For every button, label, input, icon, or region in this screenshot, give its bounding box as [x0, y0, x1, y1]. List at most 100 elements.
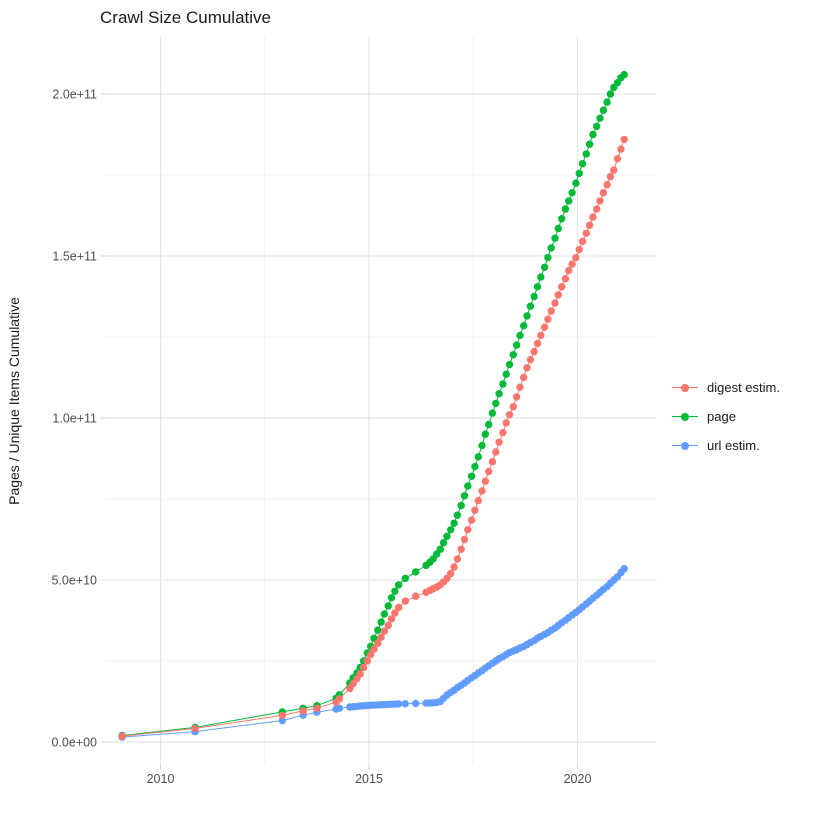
data-point-digest-estim [474, 496, 482, 505]
data-point-page [447, 526, 455, 534]
data-point-url-estim [278, 716, 286, 725]
data-point-page [478, 441, 486, 450]
data-point-page [585, 140, 594, 148]
data-point-digest-estim [523, 364, 531, 372]
legend-key-page-dot-icon [672, 412, 698, 422]
data-point-page [578, 160, 587, 168]
data-point-page [460, 492, 469, 500]
data-point-digest-estim [554, 291, 562, 299]
series-points-page [118, 70, 628, 740]
data-point-page [530, 292, 538, 301]
data-point-page [391, 587, 399, 595]
data-point-page [380, 610, 389, 618]
data-point-digest-estim [495, 438, 503, 446]
data-point-page [599, 106, 608, 114]
data-point-digest-estim [599, 189, 608, 197]
data-point-digest-estim [610, 166, 618, 174]
data-point-page [512, 341, 521, 349]
data-point-page [443, 532, 451, 540]
data-point-digest-estim [313, 704, 321, 712]
data-point-digest-estim [526, 356, 535, 364]
data-point-digest-estim [617, 145, 625, 153]
data-point-page [575, 169, 583, 178]
legend-item-page: page [672, 409, 780, 424]
data-point-digest-estim [370, 645, 378, 653]
data-point-digest-estim [335, 695, 344, 703]
chart-title: Crawl Size Cumulative [100, 8, 271, 27]
data-point-page [603, 98, 611, 106]
data-point-digest-estim [603, 181, 611, 189]
data-point-digest-estim [384, 621, 392, 630]
data-point-digest-estim [118, 732, 126, 740]
data-point-digest-estim [593, 205, 601, 213]
data-point-page [537, 273, 545, 281]
data-point-url-estim [412, 699, 420, 708]
data-point-digest-estim [582, 229, 590, 237]
data-point-digest-estim [585, 221, 594, 229]
data-point-digest-estim [499, 428, 507, 437]
data-point-page [471, 462, 479, 471]
data-point-digest-estim [401, 597, 409, 605]
data-point-page [505, 360, 514, 369]
data-point-digest-estim [565, 266, 573, 275]
data-point-digest-estim [516, 383, 524, 391]
data-point-page [526, 302, 535, 310]
data-point-digest-estim [464, 526, 472, 534]
data-point-page [401, 574, 409, 583]
data-point-digest-estim [509, 403, 517, 411]
data-point-digest-estim [492, 448, 500, 456]
data-point-page [502, 370, 510, 378]
legend: digest estim. page url estim. [672, 380, 780, 453]
data-point-digest-estim [391, 609, 399, 617]
series-line-page [122, 74, 625, 736]
data-point-page [606, 90, 615, 98]
data-point-digest-estim [547, 307, 555, 315]
data-point-digest-estim [374, 639, 382, 647]
data-point-digest-estim [453, 555, 462, 563]
data-point-digest-estim [460, 535, 469, 544]
data-point-page [474, 453, 482, 461]
data-point-page [495, 390, 503, 398]
data-point-digest-estim [412, 592, 420, 600]
data-point-digest-estim [533, 339, 542, 348]
data-point-digest-estim [478, 487, 486, 495]
data-point-digest-estim [359, 663, 368, 672]
data-point-digest-estim [387, 615, 396, 623]
data-point-url-estim [394, 700, 403, 708]
data-point-digest-estim [457, 545, 465, 553]
data-point-digest-estim [572, 253, 580, 262]
data-point-digest-estim [606, 172, 615, 181]
data-point-page [554, 224, 562, 233]
data-point-page [436, 545, 444, 553]
data-point-url-estim [620, 565, 628, 573]
data-point-digest-estim [596, 197, 604, 205]
data-point-digest-estim [377, 633, 385, 641]
data-point-digest-estim [537, 331, 545, 340]
legend-item-digest-estim: digest estim. [672, 380, 780, 395]
data-point-digest-estim [367, 650, 375, 659]
data-point-digest-estim [613, 155, 622, 163]
data-point-page [377, 618, 385, 626]
data-point-page [558, 215, 566, 223]
data-point-page [593, 122, 601, 131]
data-point-page [374, 626, 382, 634]
data-point-page [551, 234, 559, 242]
data-point-digest-estim [568, 260, 576, 268]
data-point-digest-estim [544, 315, 552, 323]
data-point-digest-estim [540, 323, 549, 331]
data-point-digest-estim [278, 711, 286, 720]
y-tick-label: 5.0e+10 [51, 574, 97, 588]
data-point-page [565, 197, 573, 205]
data-point-digest-estim [481, 477, 489, 485]
data-point-page [485, 420, 493, 429]
data-point-page [547, 244, 555, 252]
data-point-page [509, 351, 517, 359]
data-point-page [384, 602, 392, 610]
data-point-digest-estim [620, 135, 628, 144]
y-tick-label: 0.0e+00 [51, 736, 97, 750]
x-tick-label: 2010 [147, 772, 175, 786]
data-point-page [572, 179, 580, 187]
data-point-digest-estim [450, 563, 458, 571]
data-point-digest-estim [467, 516, 476, 524]
